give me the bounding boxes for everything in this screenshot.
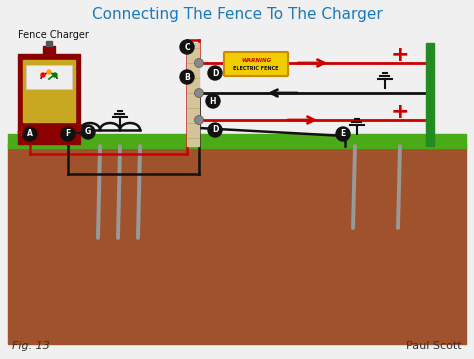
Text: G: G — [85, 127, 91, 136]
Circle shape — [206, 94, 220, 108]
Circle shape — [194, 59, 203, 67]
Circle shape — [53, 73, 57, 77]
Text: Paul Scott: Paul Scott — [406, 341, 462, 351]
Bar — [43, 46, 55, 54]
Text: D: D — [212, 126, 218, 135]
Circle shape — [25, 129, 35, 139]
Circle shape — [41, 73, 45, 77]
Text: H: H — [210, 97, 216, 106]
Text: A: A — [27, 130, 33, 139]
Text: Connecting The Fence To The Charger: Connecting The Fence To The Charger — [91, 7, 383, 22]
Text: F: F — [65, 130, 71, 139]
Circle shape — [61, 127, 75, 141]
Bar — [23, 60, 75, 122]
Text: +: + — [391, 45, 410, 65]
Bar — [18, 54, 80, 144]
Text: D: D — [212, 69, 218, 78]
Text: B: B — [184, 73, 190, 81]
Circle shape — [81, 125, 95, 139]
Text: −: − — [70, 125, 82, 139]
Bar — [8, 134, 466, 148]
Circle shape — [194, 116, 203, 125]
Bar — [8, 143, 466, 344]
Bar — [26, 65, 72, 89]
Text: +: + — [15, 125, 27, 139]
Bar — [426, 43, 434, 146]
Circle shape — [208, 123, 222, 137]
Text: ELECTRIC FENCE: ELECTRIC FENCE — [233, 66, 279, 71]
Circle shape — [180, 70, 194, 84]
Circle shape — [180, 40, 194, 54]
Circle shape — [63, 129, 73, 139]
Circle shape — [23, 127, 37, 141]
Text: E: E — [340, 130, 346, 139]
Bar — [187, 43, 199, 146]
Circle shape — [194, 89, 203, 98]
Bar — [46, 41, 52, 46]
Circle shape — [208, 66, 222, 80]
Text: C: C — [184, 42, 190, 51]
Text: Fence Charger: Fence Charger — [18, 30, 89, 40]
FancyBboxPatch shape — [224, 52, 288, 76]
Text: +: + — [391, 102, 410, 122]
Text: WARNING: WARNING — [241, 57, 271, 62]
Text: Fig. 13: Fig. 13 — [12, 341, 50, 351]
Circle shape — [47, 70, 51, 74]
Circle shape — [336, 127, 350, 141]
